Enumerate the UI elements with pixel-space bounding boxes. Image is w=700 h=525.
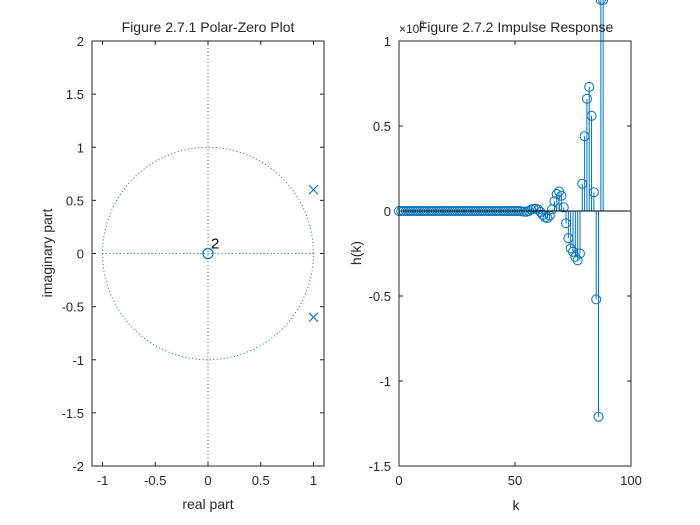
- pole-marker: [308, 312, 319, 323]
- zero-multiplicity-label: 2: [211, 236, 219, 253]
- impulse-response-x-tick-label: 100: [620, 473, 642, 488]
- pole-zero-y-tick-label: -1: [72, 353, 84, 368]
- impulse-marker: [519, 206, 530, 217]
- pole-marker-stroke: [308, 184, 319, 195]
- impulse-marker: [568, 246, 578, 257]
- impulse-marker: [588, 187, 599, 198]
- impulse-marker: [563, 233, 574, 244]
- pole-zero-x-axis-label: real part: [182, 496, 233, 512]
- impulse-response-y-tick-label: 0.5: [373, 119, 391, 134]
- pole-zero-panel: 2 -1 -0.5 0 0.5 1 -2 -1.5 -1 -0.5 0 0.5 1 1.5 2 Figur…: [39, 19, 325, 512]
- impulse-marker: [579, 131, 590, 142]
- impulse-marker: [595, 0, 606, 5]
- impulse-response-y-tick-label: 0: [384, 204, 391, 219]
- pole-zero-x-tick-label: -0.5: [144, 473, 166, 488]
- impulse-response-y-tick-label: -1.5: [369, 459, 391, 474]
- pole-zero-ticks: -1 -0.5 0 0.5 1 -2 -1.5 -1 -0.5 0 0.5 1 1.5 2: [62, 34, 324, 488]
- impulse-marker: [581, 93, 592, 104]
- pole-zero-y-tick-label: -0.5: [62, 300, 84, 315]
- impulse-response-x-axis-label: k: [513, 497, 521, 513]
- zero-marker: [202, 247, 214, 260]
- impulse-marker: [561, 218, 572, 229]
- pole-zero-y-tick-label: -1.5: [62, 406, 84, 421]
- impulse-response-exponent-label: ×106: [399, 19, 424, 36]
- impulse-response-content: [394, 0, 631, 422]
- pole-zero-x-tick-label: -1: [97, 473, 109, 488]
- impulse-marker: [574, 248, 585, 259]
- impulse-marker: [565, 243, 576, 254]
- impulse-marker: [586, 110, 597, 121]
- impulse-response-panel: 0 50 100 -1.5 -1 -0.5 0 0.5 1 Figure 2.7.2 Impul…: [348, 0, 642, 513]
- impulse-marker: [591, 294, 602, 305]
- impulse-response-y-tick-label: 1: [384, 34, 391, 49]
- impulse-marker: [551, 189, 562, 199]
- impulse-response-x-tick-label: 0: [395, 473, 402, 488]
- impulse-response-title: Figure 2.7.2 Impulse Response: [419, 19, 614, 35]
- pole-zero-y-tick-label: 0.5: [66, 193, 84, 208]
- impulse-response-y-tick-label: -0.5: [369, 289, 391, 304]
- impulse-response-x-tick-label: 50: [508, 473, 522, 488]
- pole-zero-y-axis-label: imaginary part: [39, 209, 55, 298]
- impulse-marker: [542, 213, 553, 224]
- pole-zero-y-tick-label: -2: [72, 459, 84, 474]
- impulse-response-y-tick-label: -1: [379, 374, 391, 389]
- impulse-marker: [593, 411, 604, 422]
- impulse-marker: [584, 81, 595, 92]
- pole-zero-x-tick-label: 0: [204, 473, 211, 488]
- impulse-marker: [558, 202, 569, 213]
- unit-circle: [101, 146, 314, 361]
- pole-zero-y-tick-label: 1.5: [66, 87, 84, 102]
- pole-zero-y-tick-label: 1: [77, 140, 84, 155]
- impulse-marker: [556, 190, 567, 201]
- pole-zero-y-tick-label: 2: [77, 34, 84, 49]
- pole-zero-y-tick-label: 0: [77, 247, 84, 262]
- impulse-marker: [598, 0, 609, 5]
- pole-zero-content: 2: [101, 41, 319, 466]
- impulse-response-y-axis-label: h(k): [348, 241, 364, 265]
- pole-zero-x-tick-label: 0.5: [252, 473, 270, 488]
- pole-zero-x-tick-label: 1: [310, 473, 317, 488]
- impulse-marker: [577, 178, 588, 189]
- impulse-marker: [572, 255, 583, 266]
- impulse-marker: [549, 196, 560, 207]
- pole-zero-title: Figure 2.7.1 Polar-Zero Plot: [122, 19, 295, 35]
- impulse-response-ticks: 0 50 100 -1.5 -1 -0.5 0 0.5 1: [369, 34, 642, 488]
- pole-marker-stroke: [308, 312, 319, 323]
- pole-marker: [308, 184, 319, 195]
